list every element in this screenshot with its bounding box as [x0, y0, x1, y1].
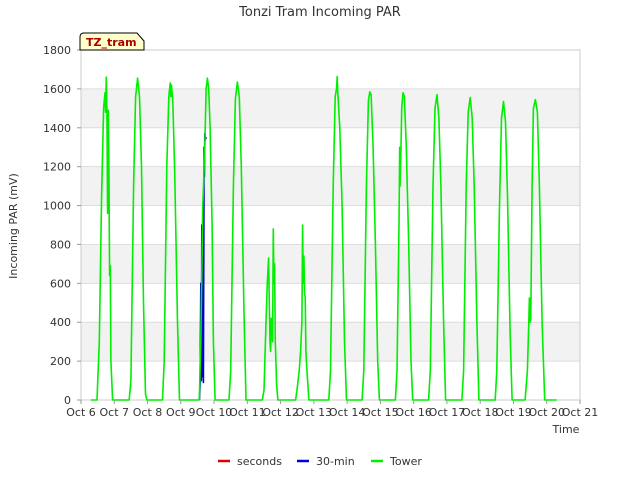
x-tick-label: Oct 9 [166, 406, 196, 419]
y-tick-label: 400 [50, 316, 71, 329]
legend-label-30-min: 30-min [316, 455, 355, 468]
y-tick-label: 1000 [43, 200, 71, 213]
y-tick-label: 0 [64, 394, 71, 407]
chart-title: Tonzi Tram Incoming PAR [238, 5, 401, 20]
badge-box [79, 32, 145, 51]
x-tick-label: Oct 17 [429, 406, 466, 419]
x-tick-label: Oct 19 [495, 406, 532, 419]
legend: seconds 30-min Tower [218, 455, 422, 468]
x-tick-label: Oct 21 [562, 406, 599, 419]
x-tick-label: Oct 12 [262, 406, 299, 419]
x-tick-label: Oct 10 [196, 406, 233, 419]
x-tick-label: Oct 18 [462, 406, 499, 419]
y-tick-label: 1200 [43, 161, 71, 174]
legend-label-tower: Tower [389, 455, 422, 468]
y-tick-label: 600 [50, 277, 71, 290]
x-tick-label: Oct 6 [66, 406, 96, 419]
y-tick-label: 1800 [43, 44, 71, 57]
series-line-tower [91, 75, 557, 401]
y-axis-ticks: 0 200 400 600 800 1000 1200 1400 1600 1800 [43, 44, 81, 407]
background-band [81, 244, 580, 284]
x-axis-label: Time [552, 423, 580, 436]
x-tick-label: Oct 11 [229, 406, 266, 419]
series-lines [91, 75, 557, 401]
y-tick-label: 1600 [43, 83, 71, 96]
plot-area [80, 49, 581, 401]
y-axis-label: Incoming PAR (mV) [7, 173, 20, 279]
background-band [81, 166, 580, 206]
y-tick-label: 1400 [43, 122, 71, 135]
y-tick-label: 200 [50, 355, 71, 368]
badge-label: TZ_tram [86, 36, 137, 49]
x-tick-label: Oct 14 [329, 406, 366, 419]
x-tick-label: Oct 16 [395, 406, 432, 419]
background-band [81, 88, 580, 128]
x-tick-label: Oct 20 [528, 406, 565, 419]
legend-label-seconds: seconds [237, 455, 282, 468]
x-tick-label: Oct 13 [296, 406, 333, 419]
x-tick-label: Oct 7 [100, 406, 130, 419]
x-tick-label: Oct 8 [133, 406, 163, 419]
x-tick-label: Oct 15 [362, 406, 399, 419]
badge: TZ_tram [79, 32, 145, 51]
y-tick-label: 800 [50, 238, 71, 251]
